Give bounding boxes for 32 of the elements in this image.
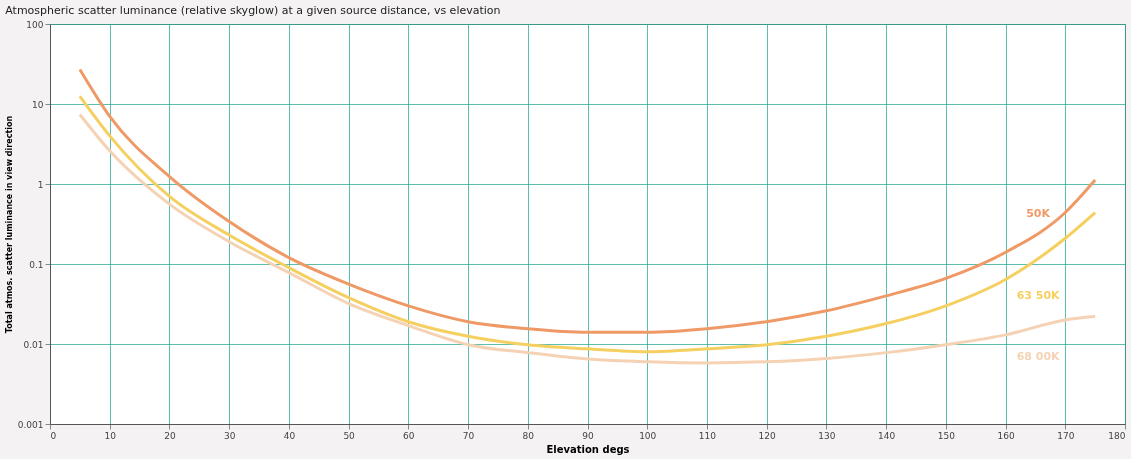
x-tick-label: 50 bbox=[343, 430, 356, 441]
y-tick-label: 0.001 bbox=[17, 419, 44, 430]
x-tick-label: 70 bbox=[462, 430, 475, 441]
series-label: 50K bbox=[1026, 207, 1051, 221]
y-tick-label: 10 bbox=[32, 99, 44, 110]
x-tick-label: 150 bbox=[937, 430, 956, 441]
x-tick-label: 180 bbox=[1108, 430, 1126, 441]
x-tick-label: 20 bbox=[164, 430, 176, 441]
x-tick-label: 40 bbox=[283, 430, 296, 441]
x-tick-label: 160 bbox=[997, 430, 1015, 441]
y-tick-label: 0.01 bbox=[23, 339, 44, 350]
series-label: 63 50K bbox=[1016, 288, 1061, 302]
x-tick-label: 90 bbox=[582, 430, 594, 441]
y-axis-title: Total atmos. scatter luminance in view direction bbox=[4, 115, 14, 334]
x-tick-label: 60 bbox=[403, 430, 415, 441]
x-tick-label: 30 bbox=[223, 430, 236, 441]
x-tick-label: 80 bbox=[522, 430, 535, 441]
y-tick-label: 1 bbox=[37, 179, 44, 190]
x-tick-label: 0 bbox=[50, 430, 57, 441]
x-tick-label: 110 bbox=[698, 430, 717, 441]
y-tick-label: 100 bbox=[26, 19, 44, 30]
x-tick-label: 100 bbox=[639, 430, 657, 441]
y-tick-label: 0.1 bbox=[29, 259, 44, 270]
x-tick-label: 130 bbox=[818, 430, 836, 441]
series-label: 68 00K bbox=[1016, 349, 1061, 363]
x-tick-label: 140 bbox=[878, 430, 896, 441]
line-series bbox=[78, 67, 1097, 334]
x-tick-label: 170 bbox=[1057, 430, 1075, 441]
x-axis-title: Elevation degs bbox=[546, 443, 630, 455]
x-tick-label: 120 bbox=[758, 430, 777, 441]
x-tick-label: 10 bbox=[104, 430, 117, 441]
chart-title: Atmospheric scatter luminance (relative skyglow) at a given source distance, vs elevation bbox=[5, 4, 501, 17]
